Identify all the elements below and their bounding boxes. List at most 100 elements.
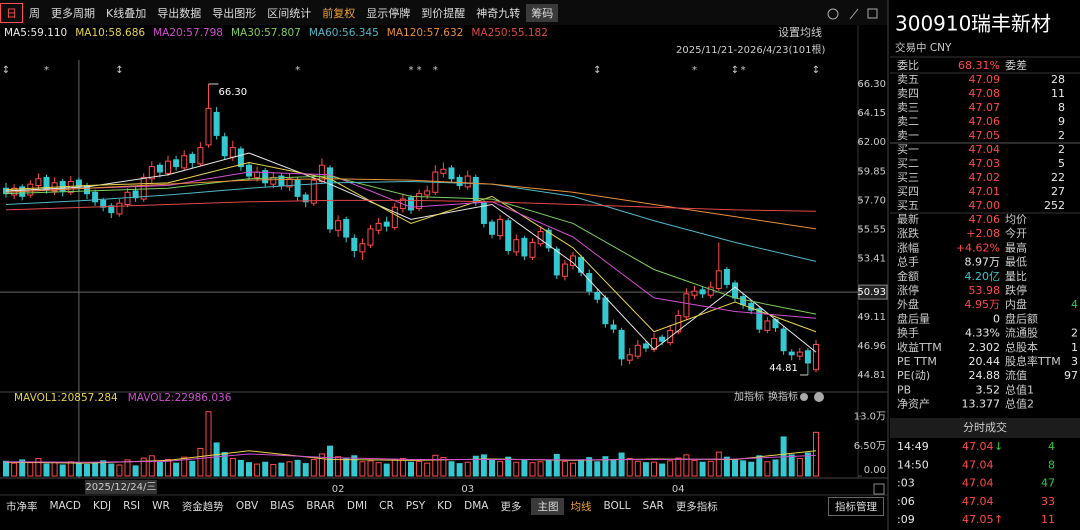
settings-label[interactable]: 设置均线 [778, 25, 822, 39]
indicator-tab[interactable]: 更多 [500, 500, 522, 513]
toolbar-item[interactable]: K线叠加 [106, 7, 147, 20]
toolbar-item[interactable]: 导出图形 [212, 7, 257, 20]
icon-expand[interactable] [867, 8, 878, 19]
legend-entry: MA30:57.807 [230, 27, 301, 39]
indicator-tab[interactable]: MACD [49, 500, 81, 512]
candle-body [513, 239, 520, 253]
volume-bar [59, 464, 66, 477]
indicator-tab[interactable]: CR [379, 500, 394, 512]
level-price: 47.00 [969, 199, 1001, 212]
volume-bar [521, 458, 528, 477]
indicator-tab[interactable]: 市净率 [6, 500, 38, 513]
main-indicator-tab[interactable]: SAR [642, 500, 664, 512]
level-price: 47.02 [969, 171, 1001, 184]
volume-bar [140, 457, 147, 477]
indicator-tab[interactable]: OBV [235, 500, 259, 512]
stat-value: 4.20亿 [965, 270, 1001, 283]
volume-bar [732, 458, 738, 477]
main-indicator-tab[interactable]: BOLL [603, 500, 631, 512]
candle-body [408, 197, 414, 211]
volume-bar [804, 452, 811, 477]
main-chart-label[interactable]: 主图 [531, 497, 565, 515]
stat-value: 2.302 [969, 341, 1001, 354]
level-volume: 22 [1051, 171, 1065, 184]
candle-body [310, 179, 317, 204]
indicator-tab[interactable]: BIAS [270, 500, 295, 512]
volume-bar [254, 463, 261, 477]
stat-value: 8.97万 [965, 256, 1001, 269]
indicator-tab[interactable]: BRAR [306, 500, 335, 512]
indicator-tab[interactable]: PSY [405, 500, 426, 512]
candle-body [626, 354, 633, 361]
manage-button[interactable]: 指标管理 [828, 496, 884, 516]
trading-status: 交易中 CNY [895, 41, 952, 54]
toolbar-item[interactable]: 区间统计 [267, 7, 312, 20]
level-volume: 9 [1058, 115, 1065, 128]
indicator-tab[interactable]: KD [437, 500, 453, 512]
icon-collapse[interactable] [873, 483, 885, 495]
indicator-tab[interactable]: 资金趋势 [181, 500, 224, 513]
toolbar-item[interactable]: 日 [0, 3, 23, 23]
volume-bar [51, 461, 58, 477]
candle-body [205, 107, 212, 146]
indicator-tool[interactable]: 换指标 [768, 390, 798, 403]
volume-bar [586, 457, 593, 477]
volume-bar [278, 462, 285, 477]
volume-bar [108, 463, 115, 477]
indicator-tool[interactable]: 加指标 [734, 390, 764, 403]
toolbar-item[interactable]: 前复权 [322, 7, 356, 20]
indicator-tab[interactable]: DMA [464, 500, 489, 512]
toolbar-item[interactable]: 神奇九转 [476, 7, 521, 20]
candle-body [529, 241, 536, 258]
volume-bar [156, 461, 163, 477]
level-label: 卖四 [897, 87, 919, 100]
low-label: 44.81 [769, 363, 798, 374]
candle-body [723, 268, 730, 285]
candle-body [351, 237, 358, 252]
toolbar-item[interactable]: 导出数据 [157, 7, 202, 20]
candle-body [35, 178, 42, 187]
candle-body [375, 222, 382, 231]
candle-body [270, 176, 277, 185]
stat-label: 量比 [1005, 270, 1027, 283]
candle-body [189, 153, 196, 164]
toolbar-item[interactable]: 更多周期 [51, 7, 95, 20]
volume-bar [683, 454, 690, 477]
indicator-tab[interactable]: DMI [346, 500, 368, 512]
ma-line [5, 161, 817, 333]
icon-pen[interactable] [849, 8, 859, 20]
trade-volume: 47 [1041, 477, 1055, 490]
stat-value: 3.52 [976, 383, 1001, 396]
volume-bar [92, 462, 99, 477]
volume-bar [132, 465, 139, 477]
indicator-tab[interactable]: RSI [123, 500, 141, 512]
candle-body [521, 237, 528, 257]
icon-settings[interactable] [800, 393, 808, 401]
toolbar-item[interactable]: 到价提醒 [421, 7, 466, 20]
trade-volume: 11 [1041, 513, 1055, 526]
icon-close[interactable] [814, 392, 824, 402]
volume-bar [399, 458, 406, 477]
icon-menu[interactable] [827, 8, 839, 20]
stat-value: 1 [1071, 341, 1078, 354]
volume-bar [383, 463, 390, 477]
volume-bar [707, 460, 714, 477]
volume-bar [513, 461, 520, 477]
volume-bar [756, 455, 763, 477]
candle-body [594, 292, 601, 300]
toolbar-item[interactable]: 周 [29, 7, 40, 20]
y-tick-label: 6.50万 [854, 441, 886, 452]
indicator-tab[interactable]: KDJ [92, 500, 112, 512]
indicator-tab[interactable]: WR [152, 500, 170, 512]
toolbar-item[interactable]: 显示停牌 [366, 7, 411, 20]
main-indicator-tab[interactable]: 更多指标 [675, 500, 718, 513]
toolbar-item[interactable]: 筹码 [526, 4, 559, 22]
stat-label: 流值 [1005, 368, 1027, 382]
event-marker: * [409, 65, 414, 76]
stock-name: 瑞丰新材 [971, 12, 1051, 36]
volume-bar [480, 454, 487, 477]
main-indicator-tab[interactable]: 均线 [570, 500, 592, 513]
ma-line [5, 175, 817, 315]
candle-body [610, 324, 617, 330]
candle-body [294, 179, 301, 197]
